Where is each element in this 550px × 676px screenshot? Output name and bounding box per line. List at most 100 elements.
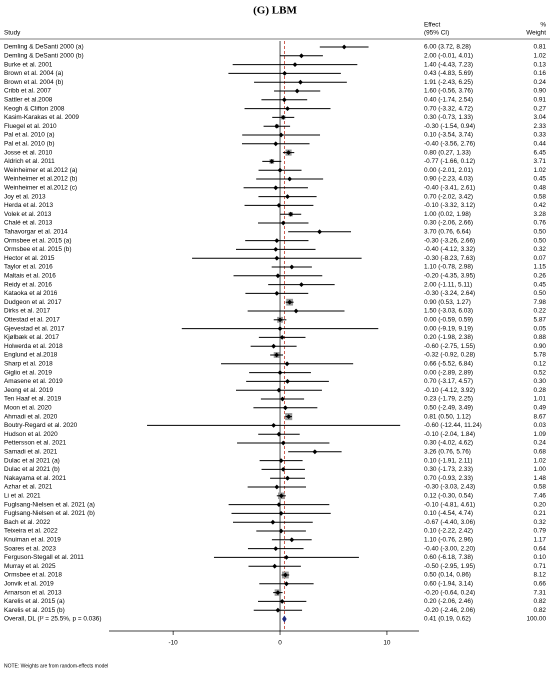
study-name: Reidy et al. 2016: [4, 281, 52, 288]
study-header: Study: [4, 30, 21, 37]
effect-label: 0.30 (-0.73, 1.33): [424, 114, 473, 121]
effect-label: 2.00 (-0.01, 4.01): [424, 52, 473, 59]
weight-label: 0.20: [534, 501, 547, 508]
chart-title: (G) LBM: [253, 5, 297, 17]
weight-label: 0.07: [534, 255, 547, 262]
study-name: Josse et al. 2010: [4, 149, 53, 156]
overall-diamond: [282, 615, 287, 623]
effect-label: 1.40 (-4.43, 7.23): [424, 61, 473, 68]
study-name: Jonvik et al. 2019: [4, 580, 54, 587]
weight-label: 0.71: [534, 563, 547, 570]
effect-label: 0.10 (-1.91, 2.11): [424, 457, 473, 464]
effect-label: 0.81 (0.50, 1.12): [424, 413, 471, 420]
point-estimate: [274, 238, 280, 243]
weight-label: 3.04: [534, 114, 547, 121]
study-name: Aldrich et al. 2011: [4, 158, 55, 165]
effect-label: -0.10 (-2.04, 1.84): [424, 431, 475, 438]
point-estimate: [282, 71, 288, 76]
study-name: Englund et al.2018: [4, 352, 58, 359]
point-estimate: [277, 370, 283, 375]
effect-label: 0.10 (-4.54, 4.74): [424, 510, 473, 517]
point-estimate: [285, 106, 290, 111]
weight-label: 1.01: [534, 396, 547, 403]
study-name: Gjevestad et al. 2017: [4, 325, 65, 332]
point-estimate: [274, 255, 280, 261]
weight-label: 5.87: [534, 316, 547, 323]
weight-label: 0.81: [534, 44, 547, 51]
effect-label: -0.77 (-1.66, 0.12): [424, 158, 475, 165]
effect-header: (95% CI): [424, 30, 449, 37]
effect-label: -0.32 (-0.92, 0.28): [424, 352, 475, 359]
weight-label: 3.71: [534, 158, 547, 165]
point-estimate: [273, 141, 279, 147]
study-name: Kasim-Karakas et al. 2009: [4, 114, 79, 121]
point-estimate: [271, 343, 277, 349]
weight-label: 0.22: [534, 308, 547, 315]
point-estimate: [278, 528, 284, 534]
point-estimate: [292, 62, 298, 67]
point-estimate: [280, 396, 285, 402]
point-estimate: [273, 546, 279, 551]
weight-label: 0.58: [534, 193, 547, 200]
effect-label: 0.00 (-0.59, 0.59): [424, 316, 473, 323]
point-estimate: [289, 537, 295, 543]
overall-label: 0.41 (0.19, 0.62): [424, 616, 471, 623]
weight-label: 1.48: [534, 475, 547, 482]
effect-label: 0.70 (-2.02, 3.42): [424, 193, 473, 200]
weight-label: 6.45: [534, 149, 547, 156]
point-estimate: [269, 159, 275, 164]
point-estimate: [299, 53, 304, 59]
effect-label: -0.60 (-2.75, 1.55): [424, 343, 475, 350]
study-name: Joy et al. 2013: [4, 193, 46, 200]
effect-label: 0.20 (-1.98, 2.38): [424, 334, 473, 341]
x-tick-label: 10: [383, 640, 391, 647]
effect-label: 1.10 (-0.76, 2.96): [424, 536, 473, 543]
effect-label: 0.43 (-4.83, 5.69): [424, 70, 473, 77]
effect-label: -0.20 (-2.46, 2.06): [424, 607, 475, 614]
effect-label: 0.66 (-5.52, 6.84): [424, 360, 473, 367]
weight-label: 0.32: [534, 246, 547, 253]
point-estimate: [280, 220, 286, 226]
effect-label: 0.30 (-2.06, 2.66): [424, 220, 473, 227]
point-estimate: [277, 167, 283, 173]
point-estimate: [279, 599, 285, 604]
point-estimate: [282, 572, 288, 578]
point-estimate: [271, 423, 277, 428]
study-name: Taylor et al. 2016: [4, 264, 53, 271]
effect-label: 1.00 (0.02, 1.98): [424, 211, 471, 218]
study-name: Karelis et al. 2015 (a): [4, 598, 65, 605]
effect-label: -0.30 (-3.26, 2.66): [424, 237, 475, 244]
study-name: Jeong et al. 2019: [4, 387, 53, 394]
effect-label: 6.00 (3.72, 8.28): [424, 44, 471, 51]
weight-label: 0.82: [534, 607, 547, 614]
point-estimate: [293, 308, 299, 314]
study-name: Maltais et al. 2016: [4, 272, 56, 279]
point-estimate: [276, 502, 282, 507]
study-name: Dudgeon et al. 2017: [4, 299, 62, 306]
weight-header: Weight: [526, 30, 546, 37]
point-estimate: [298, 79, 303, 85]
weight-header: %: [540, 22, 546, 29]
point-estimate: [284, 581, 289, 587]
study-name: Ormsbee et al. 2015 (a): [4, 237, 72, 244]
point-estimate: [277, 326, 283, 331]
effect-label: -0.67 (-4.40, 3.06): [424, 519, 475, 526]
point-estimate: [280, 467, 286, 472]
weight-label: 1.15: [534, 264, 547, 271]
study-name: Demling & DeSanti 2000 (a): [4, 44, 84, 51]
point-estimate: [289, 264, 295, 270]
weight-label: 1.02: [534, 52, 547, 59]
point-estimate: [280, 115, 286, 120]
x-tick-label: -10: [169, 640, 179, 647]
effect-label: -0.30 (-3.03, 2.43): [424, 484, 475, 491]
study-name: Ormsbee et al. 2018: [4, 572, 62, 579]
weight-label: 0.64: [534, 545, 547, 552]
point-estimate: [275, 607, 281, 613]
effect-label: 0.23 (-1.79, 2.25): [424, 396, 473, 403]
study-name: Azhar et al. 2021: [4, 484, 53, 491]
study-name: Chalé et al. 2013: [4, 220, 53, 227]
study-name: Fuglsang-Nielsen et al. 2021 (b): [4, 510, 95, 517]
point-estimate: [312, 449, 318, 455]
weight-label: 0.12: [534, 360, 547, 367]
overall-name: Overall, DL (I² = 25.5%, p = 0.036): [4, 616, 101, 623]
